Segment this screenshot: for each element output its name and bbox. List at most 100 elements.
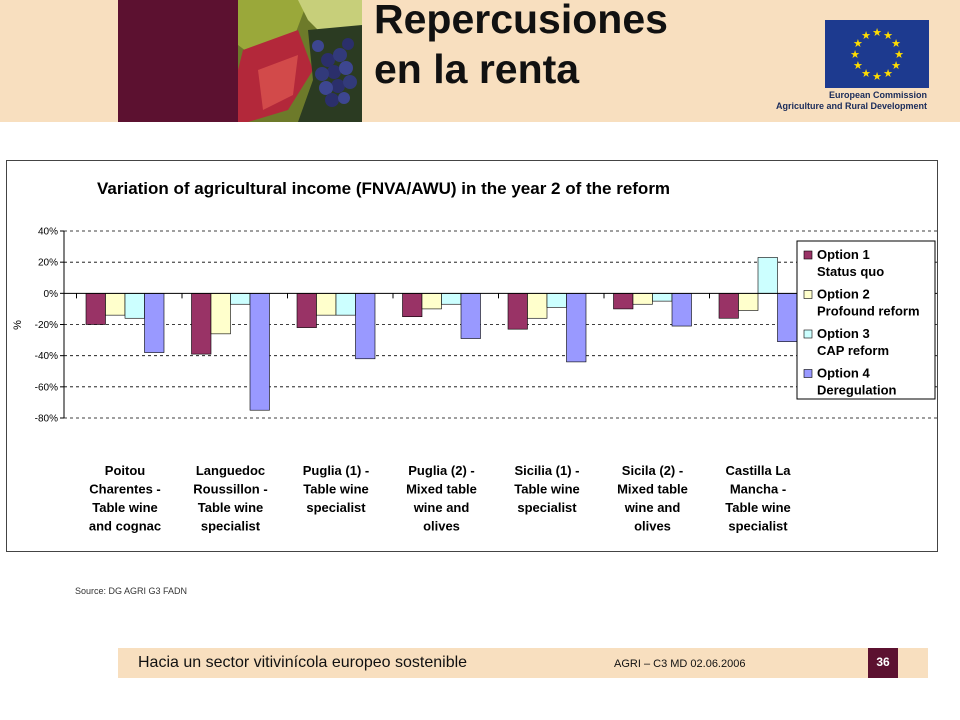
legend-swatch [803, 329, 813, 339]
income-variation-chart: Variation of agricultural income (FNVA/A… [12, 179, 937, 534]
bar [652, 293, 673, 302]
x-tick-label: and cognac [89, 519, 161, 534]
x-tick-label: specialist [517, 500, 577, 515]
y-tick-label: 20% [38, 258, 58, 269]
bar [402, 293, 423, 318]
bar [441, 293, 462, 305]
y-tick-label: -20% [35, 320, 58, 331]
bar [546, 293, 567, 308]
y-tick-label: 40% [38, 227, 58, 238]
legend-box [796, 240, 936, 400]
legend-label: Option 4 [817, 366, 870, 381]
x-tick-label: Table wine [514, 482, 580, 497]
x-tick-label: Puglia (1) - [303, 463, 369, 478]
eu-commission-label: European Commission Agriculture and Rura… [770, 90, 927, 112]
eu-star-icon: ★ [853, 60, 863, 72]
footer-meta: AGRI – C3 MD 02.06.2006 [614, 658, 746, 670]
legend-swatch [803, 369, 813, 378]
source-note: Source: DG AGRI G3 FADN [75, 586, 188, 596]
x-tick-label: Mixed table [406, 482, 477, 497]
x-tick-label: Castilla La [725, 463, 791, 478]
x-tick-label: wine and [413, 500, 470, 515]
grape-leaf-photo [238, 0, 362, 122]
eu-star-icon: ★ [872, 71, 882, 83]
page-number-badge: 36 [868, 648, 898, 678]
legend-label: Deregulation [817, 383, 897, 398]
y-tick-label: -60% [35, 382, 58, 393]
x-tick-label: Mixed table [617, 482, 688, 497]
bar [757, 257, 778, 294]
eu-star-icon: ★ [853, 38, 863, 50]
x-tick-label: Mancha - [730, 482, 786, 497]
bar [777, 293, 798, 342]
x-tick-label: olives [634, 519, 671, 534]
bar [296, 293, 317, 328]
x-tick-label: Poitou [105, 463, 145, 478]
bar [527, 293, 548, 319]
bar [613, 293, 634, 310]
bar [105, 293, 126, 316]
x-tick-label: Languedoc [196, 463, 265, 478]
legend-swatch [803, 250, 813, 260]
legend-swatch [803, 290, 813, 299]
bar [718, 293, 739, 319]
eu-star-icon: ★ [861, 68, 871, 80]
bar [124, 293, 145, 319]
x-tick-label: Table wine [725, 500, 791, 515]
x-tick-label: Roussillon - [193, 482, 267, 497]
legend-label: CAP reform [817, 343, 889, 358]
x-tick-label: olives [423, 519, 460, 534]
legend-label: Status quo [817, 264, 884, 279]
eu-star-icon: ★ [883, 30, 893, 42]
legend-label: Option 3 [817, 326, 870, 341]
x-tick-label: Table wine [198, 500, 264, 515]
bar [421, 293, 442, 310]
eu-star-icon: ★ [891, 38, 901, 50]
x-tick-label: Puglia (2) - [408, 463, 474, 478]
bar [316, 293, 337, 316]
x-tick-label: Table wine [303, 482, 369, 497]
bar [671, 293, 692, 327]
slide-title: Repercusiones en la renta [374, 0, 668, 94]
eu-star-icon: ★ [883, 68, 893, 80]
bar [507, 293, 528, 330]
x-tick-label: Sicila (2) - [622, 463, 683, 478]
chart-frame: Variation of agricultural income (FNVA/A… [6, 160, 938, 552]
legend-label: Option 1 [817, 247, 870, 262]
bar [566, 293, 587, 363]
footer-title: Hacia un sector vitivinícola europeo sos… [138, 654, 468, 671]
bar [230, 293, 251, 305]
x-tick-label: specialist [728, 519, 788, 534]
footer-band: Hacia un sector vitivinícola europeo sos… [118, 648, 928, 678]
chart-title: Variation of agricultural income (FNVA/A… [97, 179, 670, 198]
y-axis-label: % [12, 320, 24, 330]
x-tick-label: Sicilia (1) - [514, 463, 579, 478]
bar [632, 293, 653, 305]
x-tick-label: specialist [201, 519, 261, 534]
eu-star-icon: ★ [894, 49, 904, 61]
eu-flag-logo: ★ ★ ★ ★ ★ ★ ★ ★ ★ ★ ★ ★ [825, 20, 929, 88]
y-tick-label: -40% [35, 351, 58, 362]
bar [85, 293, 106, 325]
legend-label: Option 2 [817, 287, 870, 302]
x-tick-label: Table wine [92, 500, 158, 515]
x-tick-label: specialist [306, 500, 366, 515]
bar [144, 293, 165, 353]
eu-star-icon: ★ [891, 60, 901, 72]
bar [460, 293, 481, 339]
eu-star-icon: ★ [872, 27, 882, 39]
eu-star-icon: ★ [850, 49, 860, 61]
bar [738, 293, 759, 311]
header-accent-block [118, 0, 238, 122]
eu-commission-name: European Commission [828, 90, 927, 100]
y-tick-label: 0% [44, 289, 59, 300]
bar [249, 293, 270, 411]
bar [335, 293, 356, 316]
bar [210, 293, 231, 335]
x-tick-label: wine and [624, 500, 681, 515]
legend-label: Profound reform [817, 304, 920, 319]
slide-title-line-2: en la renta [374, 46, 580, 92]
bar [191, 293, 212, 355]
eu-dg-name: Agriculture and Rural Development [775, 101, 927, 111]
y-tick-label: -80% [35, 414, 58, 425]
